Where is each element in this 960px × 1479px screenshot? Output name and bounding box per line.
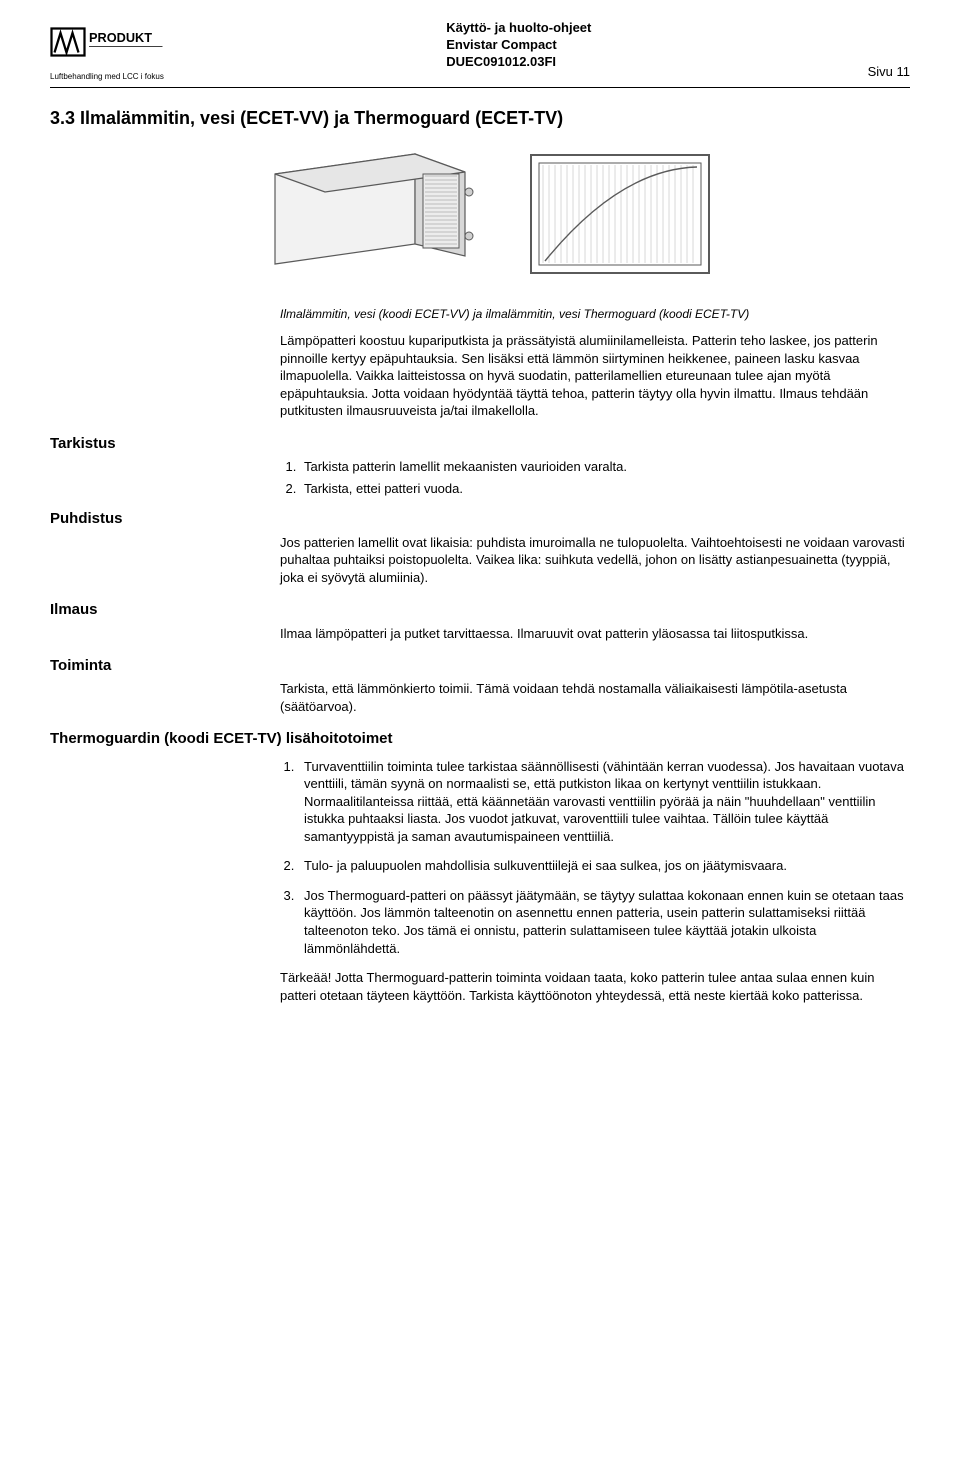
tarkistus-item-2: Tarkista, ettei patteri vuoda. xyxy=(300,480,910,498)
page-number: Sivu 11 xyxy=(868,63,910,83)
puhdistus-text: Jos patterien lamellit ovat likaisia: pu… xyxy=(280,534,910,587)
thermoguard-note: Tärkeää! Jotta Thermoguard-patterin toim… xyxy=(280,969,910,1004)
thermoguard-heading: Thermoguardin (koodi ECET-TV) lisähoitot… xyxy=(50,729,910,749)
section-title: 3.3 Ilmalämmitin, vesi (ECET-VV) ja Ther… xyxy=(50,106,910,130)
doc-code: DUEC091012.03FI xyxy=(446,54,591,71)
intro-paragraph: Lämpöpatteri koostuu kupariputkista ja p… xyxy=(280,332,910,420)
brand-logo: PRODUKT xyxy=(50,20,170,70)
tarkistus-heading: Tarkistus xyxy=(50,434,910,454)
ilmaus-text: Ilmaa lämpöpatteri ja putket tarvittaess… xyxy=(280,625,910,643)
doc-title-line1: Käyttö- ja huolto-ohjeet xyxy=(446,20,591,37)
doc-title-line2: Envistar Compact xyxy=(446,37,591,54)
toiminta-heading: Toiminta xyxy=(50,656,910,676)
tarkistus-list: Tarkista patterin lamellit mekaanisten v… xyxy=(300,458,910,497)
diagram-caption: Ilmalämmitin, vesi (koodi ECET-VV) ja il… xyxy=(280,306,910,322)
tagline: Luftbehandling med LCC i fokus xyxy=(50,72,164,83)
coil-front-diagram xyxy=(525,149,715,279)
thermoguard-list: Turvaventtiilin toiminta tulee tarkistaa… xyxy=(298,758,910,957)
logo-block: PRODUKT Luftbehandling med LCC i fokus xyxy=(50,20,170,83)
thermoguard-item-1: Turvaventtiilin toiminta tulee tarkistaa… xyxy=(298,758,910,846)
doc-title-block: Käyttö- ja huolto-ohjeet Envistar Compac… xyxy=(446,20,591,71)
puhdistus-heading: Puhdistus xyxy=(50,509,910,529)
toiminta-text: Tarkista, että lämmönkierto toimii. Tämä… xyxy=(280,680,910,715)
ilmaus-heading: Ilmaus xyxy=(50,600,910,620)
page-header: PRODUKT Luftbehandling med LCC i fokus K… xyxy=(50,20,910,88)
diagram-row xyxy=(50,144,910,284)
tarkistus-item-1: Tarkista patterin lamellit mekaanisten v… xyxy=(300,458,910,476)
thermoguard-item-3: Jos Thermoguard-patteri on päässyt jääty… xyxy=(298,887,910,957)
thermoguard-item-2: Tulo- ja paluupuolen mahdollisia sulkuve… xyxy=(298,857,910,875)
svg-text:PRODUKT: PRODUKT xyxy=(89,30,152,45)
heater-3d-diagram xyxy=(245,144,485,284)
